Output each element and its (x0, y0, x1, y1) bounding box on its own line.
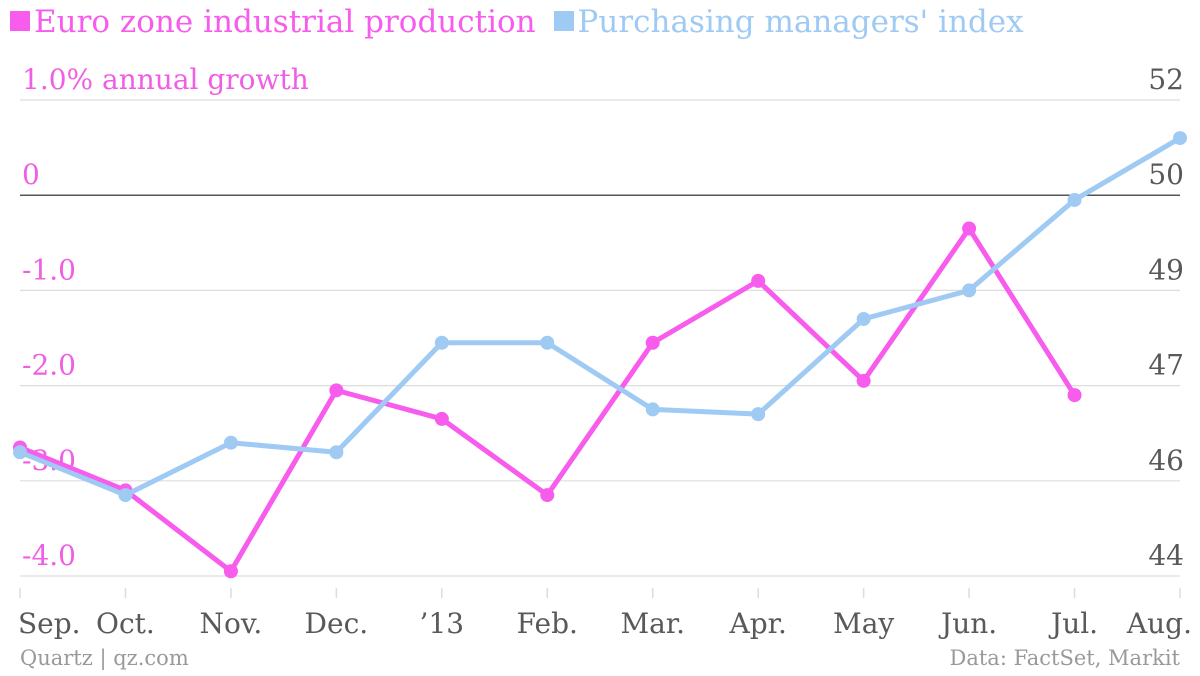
x-tick-label: Mar. (620, 607, 685, 640)
left-axis-tick-label: 1.0% annual growth (22, 63, 309, 96)
x-tick-label: May (833, 607, 894, 640)
x-tick-label: Feb. (517, 607, 578, 640)
right-axis-tick-label: 46 (1148, 444, 1184, 477)
production-point (1067, 388, 1082, 403)
x-tick-label: Dec. (305, 607, 369, 640)
pmi-point (540, 335, 555, 350)
right-axis-tick-label: 49 (1148, 253, 1184, 286)
pmi-point (223, 435, 238, 450)
x-tick-label: Sep. (18, 607, 81, 640)
legend-label-pmi: Purchasing managers' index (577, 4, 1024, 40)
pmi-point (329, 445, 344, 460)
legend-item-production[interactable]: Euro zone industrial production (10, 4, 546, 40)
x-tick-label: Oct. (96, 607, 155, 640)
source-credit: Quartz | qz.com (20, 646, 189, 670)
pmi-point (118, 488, 133, 503)
right-axis-tick-label: 50 (1148, 158, 1184, 191)
production-swatch (10, 11, 30, 31)
production-point (962, 221, 977, 236)
production-point (329, 383, 344, 398)
pmi-point (645, 402, 660, 417)
left-axis-tick-label: 0 (22, 158, 40, 191)
right-axis-tick-label: 44 (1148, 539, 1184, 572)
x-tick-label: ’13 (420, 607, 465, 640)
pmi-point (13, 445, 27, 460)
production-point (434, 411, 449, 426)
left-axis-tick-label: -2.0 (22, 349, 76, 382)
legend: Euro zone industrial production Purchasi… (10, 4, 1032, 40)
pmi-point (1067, 192, 1082, 207)
pmi-point (962, 283, 977, 298)
x-tick-label: Jun. (938, 607, 997, 640)
right-axis-tick-label: 47 (1148, 349, 1184, 382)
pmi-line (17, 135, 1183, 498)
production-point (645, 335, 660, 350)
x-tick-label: Aug. (1126, 607, 1192, 640)
production-point (856, 373, 871, 388)
x-tick-label: Jul. (1048, 607, 1098, 640)
left-axis-tick-label: -4.0 (22, 539, 76, 572)
production-point (751, 273, 766, 288)
x-tick-label: Nov. (200, 607, 263, 640)
production-point (540, 488, 555, 503)
legend-label-production: Euro zone industrial production (34, 4, 536, 40)
pmi-point (1173, 131, 1187, 146)
production-line (17, 226, 1078, 574)
pmi-point (856, 311, 871, 326)
production-point (223, 564, 238, 579)
pmi-swatch (553, 11, 574, 31)
legend-item-pmi[interactable]: Purchasing managers' index (553, 4, 1024, 40)
pmi-point (751, 407, 766, 422)
pmi-point (434, 335, 449, 350)
x-tick-label: Apr. (729, 607, 787, 640)
left-axis-tick-label: -1.0 (22, 253, 76, 286)
data-source: Data: FactSet, Markit (949, 646, 1180, 670)
right-axis-tick-label: 52 (1148, 63, 1184, 96)
